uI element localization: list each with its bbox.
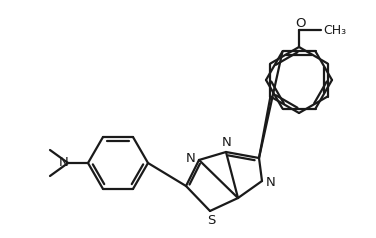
- Text: N: N: [186, 153, 196, 165]
- Text: N: N: [59, 157, 69, 169]
- Text: O: O: [295, 17, 305, 30]
- Text: N: N: [222, 137, 232, 149]
- Text: CH₃: CH₃: [323, 24, 346, 36]
- Text: S: S: [207, 214, 215, 228]
- Text: N: N: [266, 175, 276, 188]
